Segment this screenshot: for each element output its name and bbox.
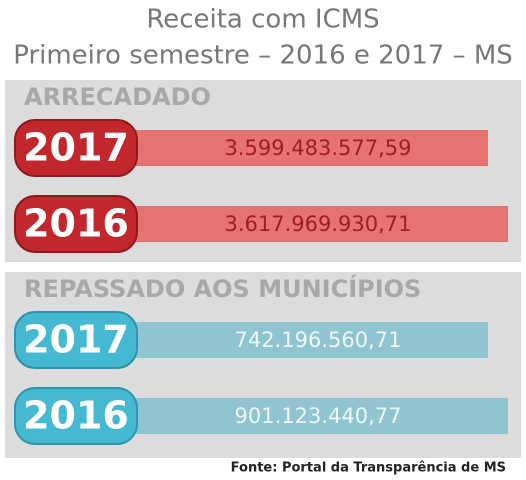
subtitle: Primeiro semestre – 2016 e 2017 – MS <box>13 41 513 71</box>
amount: 742.196.560,71 <box>235 328 402 352</box>
year: 2016 <box>23 202 129 246</box>
amount-bar <box>110 206 508 242</box>
year-badge <box>14 195 138 253</box>
source: Fonte: Portal da Transparência de MS <box>231 461 506 476</box>
year: 2017 <box>23 126 129 170</box>
amount: 901.123.440,77 <box>235 404 402 428</box>
year-badge <box>14 387 138 445</box>
title: Receita com ICMS <box>146 5 379 35</box>
year-badge <box>14 119 138 177</box>
amount-bar <box>110 398 508 434</box>
year: 2016 <box>23 394 129 438</box>
amount: 3.617.969.930,71 <box>224 212 411 236</box>
section-heading: REPASSADO AOS MUNICÍPIOS <box>24 274 421 303</box>
section-heading: ARRECADADO <box>24 83 211 111</box>
amount-bar <box>110 322 488 358</box>
amount: 3.599.483.577,59 <box>224 136 411 160</box>
year-badge <box>14 311 138 369</box>
year: 2017 <box>23 318 129 362</box>
amount-bar <box>110 130 488 166</box>
